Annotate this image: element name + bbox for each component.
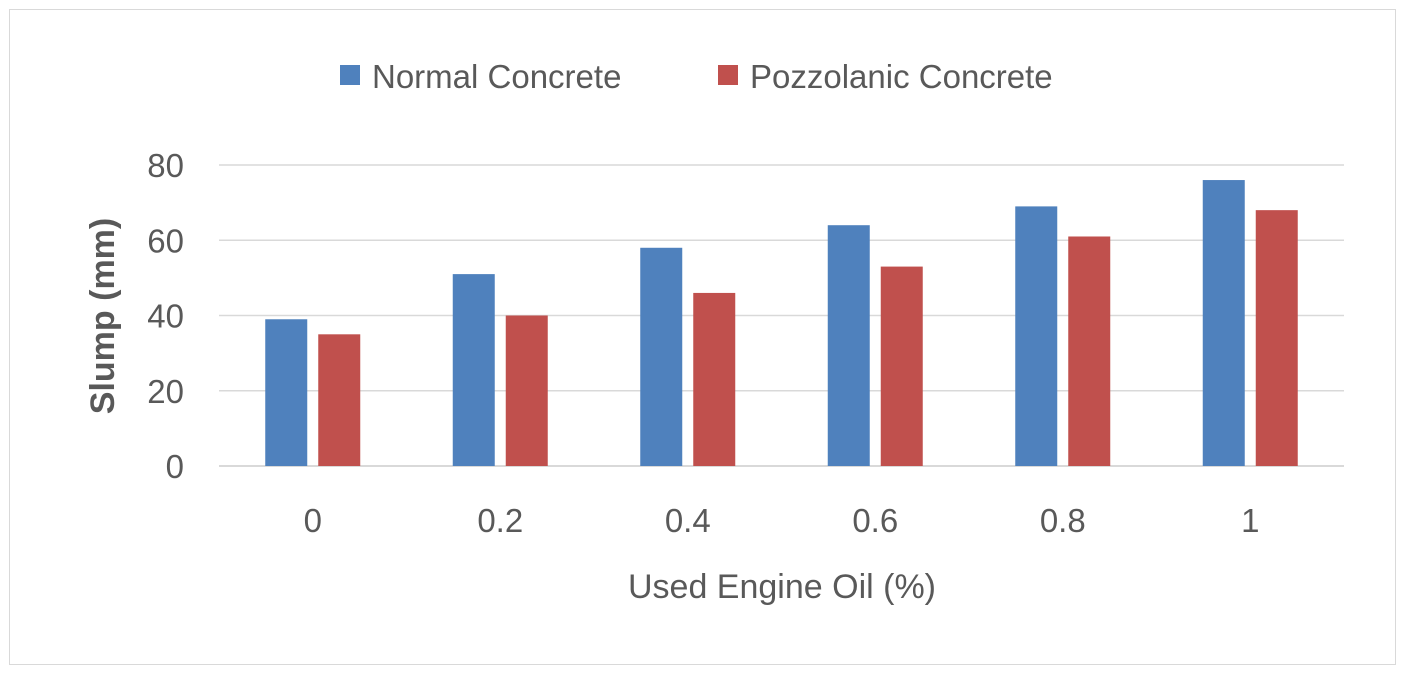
bar-pozzolanic-0.8 [1068,236,1111,466]
bar-normal-0.8 [1015,206,1058,466]
gridlines [219,164,1344,467]
x-tick-label: 0.4 [665,502,711,539]
bar-pozzolanic-1 [1255,210,1298,466]
bar-normal-0.2 [452,274,495,466]
legend: Normal Concrete Pozzolanic Concrete [340,58,1053,95]
x-axis-title: Used Engine Oil (%) [628,568,936,606]
bar-pozzolanic-0 [318,334,361,466]
x-tick-label: 0 [304,502,322,539]
x-tick-label: 0.8 [1040,502,1086,539]
bar-normal-1 [1202,180,1245,467]
x-tick-label: 1 [1241,502,1259,539]
legend-label-normal-concrete: Normal Concrete [372,58,621,95]
y-tick-label: 60 [147,222,184,259]
bar-pozzolanic-0.4 [693,292,736,466]
legend-swatch-pozzolanic-concrete [718,65,738,85]
legend-label-pozzolanic-concrete: Pozzolanic Concrete [750,58,1053,95]
bar-normal-0.6 [827,225,870,466]
x-tick-labels: 0 0.2 0.4 0.6 0.8 1 [304,502,1260,539]
bar-normal-0.4 [640,247,683,466]
y-tick-label: 20 [147,373,184,410]
y-axis-title: Slump (mm) [84,218,122,414]
bars [265,180,1298,467]
y-tick-label: 80 [147,147,184,184]
x-tick-label: 0.6 [852,502,898,539]
y-tick-labels: 0 20 40 60 80 [147,147,184,485]
legend-swatch-normal-concrete [340,65,360,85]
x-tick-label: 0.2 [477,502,523,539]
bar-normal-0 [265,319,308,466]
bar-pozzolanic-0.2 [505,315,548,466]
y-tick-label: 0 [166,448,184,485]
bar-pozzolanic-0.6 [880,266,923,466]
y-tick-label: 40 [147,298,184,335]
